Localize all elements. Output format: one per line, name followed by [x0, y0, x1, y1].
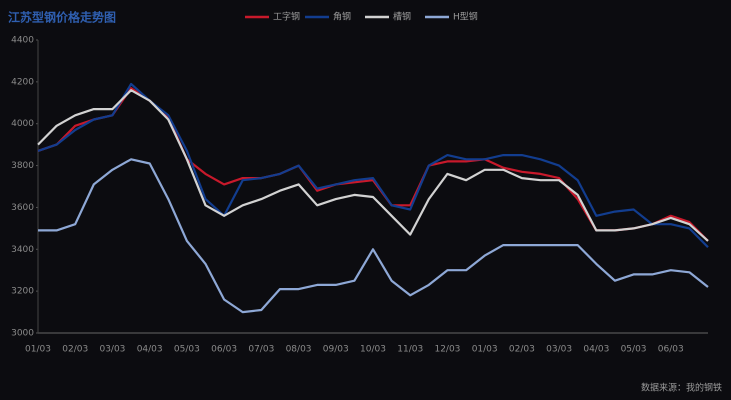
- x-tick-label: 05/03: [621, 345, 647, 355]
- legend-label: 槽钢: [393, 11, 411, 23]
- y-tick-label: 3000: [11, 329, 34, 339]
- source: 数据来源：我的钢铁: [641, 382, 722, 394]
- legend-label: H型钢: [453, 11, 478, 23]
- x-tick-label: 01/03: [472, 345, 498, 355]
- x-tick-label: 09/03: [323, 345, 349, 355]
- series-line: [37, 89, 709, 242]
- x-tick-label: 11/03: [397, 345, 423, 355]
- x-tick-label: 12/03: [434, 345, 460, 355]
- x-tick-label: 02/03: [62, 345, 88, 355]
- y-tick-label: 3800: [11, 161, 34, 171]
- chart-title: 江苏型钢价格走势图: [8, 10, 116, 25]
- x-tick-label: 07/03: [248, 345, 274, 355]
- x-tick-label: 03/03: [546, 345, 572, 355]
- y-tick-label: 3200: [11, 287, 34, 297]
- y-tick-label: 4200: [11, 77, 34, 87]
- x-tick-label: 03/03: [99, 345, 125, 355]
- x-tick-label: 08/03: [286, 345, 312, 355]
- y-tick-label: 3400: [11, 245, 34, 255]
- y-tick-label: 3600: [11, 203, 34, 213]
- x-tick-label: 04/03: [583, 345, 609, 355]
- x-tick-label: 02/03: [509, 345, 535, 355]
- legend-label: 角钢: [333, 11, 351, 23]
- x-tick-label: 10/03: [360, 345, 386, 355]
- legend-label: 工字钢: [273, 11, 300, 23]
- x-tick-label: 06/03: [658, 345, 684, 355]
- x-tick-label: 01/03: [25, 345, 51, 355]
- x-tick-label: 06/03: [211, 345, 237, 355]
- x-tick-label: 05/03: [174, 345, 200, 355]
- series-line: [38, 158, 709, 314]
- y-tick-label: 4000: [11, 119, 34, 129]
- x-tick-label: 04/03: [137, 345, 163, 355]
- y-tick-label: 4400: [11, 36, 34, 46]
